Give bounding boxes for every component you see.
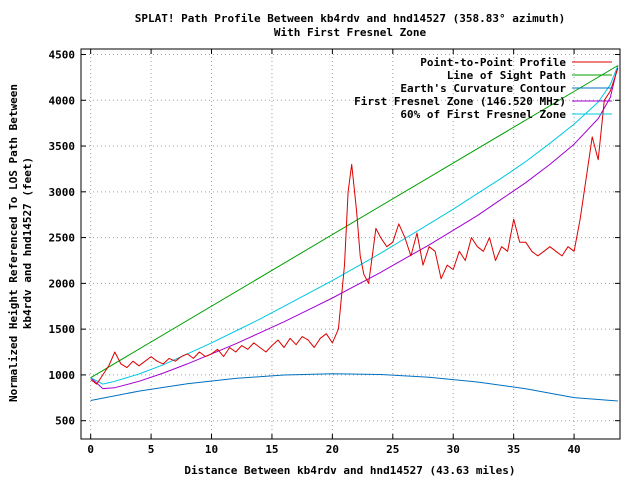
series-line-fresnel <box>90 65 619 390</box>
series-line-earth <box>90 373 618 402</box>
y-axis-label-line-1: Normalized Height Referenced To LOS Path… <box>7 84 20 402</box>
y-axis-label-line-2: kb4rdv and hnd14527 (feet) <box>21 157 34 329</box>
y-tick-label: 2000 <box>49 277 76 290</box>
y-tick-label: 3500 <box>49 140 76 153</box>
data-series <box>90 65 619 402</box>
x-tick-label: 10 <box>205 443 218 456</box>
x-tick-label: 0 <box>87 443 94 456</box>
x-tick-label: 30 <box>447 443 460 456</box>
x-tick-label: 40 <box>567 443 580 456</box>
chart-title-line-2: With First Fresnel Zone <box>274 26 427 39</box>
x-tick-label: 25 <box>386 443 399 456</box>
chart-title-line-1: SPLAT! Path Profile Between kb4rdv and h… <box>135 12 565 25</box>
plot-frame <box>80 48 621 440</box>
legend-label-los: Line of Sight Path <box>447 69 566 82</box>
x-tick-label: 15 <box>265 443 278 456</box>
x-tick-label: 35 <box>507 443 520 456</box>
axis-ticks: 0 5 10 15 20 25 30 35 40 500 1000 1500 2000 2500 3000 3… <box>49 48 620 456</box>
legend-label-earth: Earth's Curvature Contour <box>400 82 566 95</box>
y-tick-label: 4500 <box>49 48 76 61</box>
y-tick-label: 1000 <box>49 369 76 382</box>
series-line-fresnel60 <box>90 65 619 385</box>
series-line-los <box>90 65 619 379</box>
y-tick-label: 4000 <box>49 94 76 107</box>
x-axis-label: Distance Between kb4rdv and hnd14527 (43… <box>184 464 515 477</box>
y-tick-label: 2500 <box>49 232 76 245</box>
legend-label-profile: Point-to-Point Profile <box>420 56 566 69</box>
legend-label-fresnel: First Fresnel Zone (146.520 MHz) <box>354 95 566 108</box>
y-tick-label: 500 <box>55 415 75 428</box>
y-tick-label: 1500 <box>49 323 76 336</box>
series-line-profile <box>90 68 619 385</box>
x-tick-label: 5 <box>148 443 155 456</box>
y-tick-label: 3000 <box>49 186 76 199</box>
legend-label-fresnel60: 60% of First Fresnel Zone <box>400 108 566 121</box>
x-tick-label: 20 <box>326 443 339 456</box>
